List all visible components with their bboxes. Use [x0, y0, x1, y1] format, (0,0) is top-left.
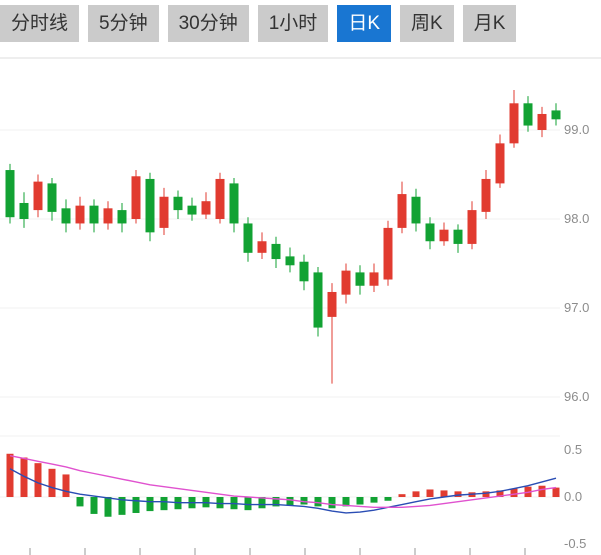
macd-bar — [454, 491, 462, 497]
macd-bar — [370, 497, 378, 503]
macd-tick-label: 0.5 — [564, 442, 582, 457]
macd-bar — [384, 497, 392, 501]
macd-bar — [412, 491, 420, 497]
candle-body — [173, 196, 183, 211]
macd-bar — [76, 497, 84, 507]
macd-bar — [244, 497, 252, 511]
candle-body — [355, 272, 365, 286]
macd-bar — [216, 497, 224, 509]
candle-body — [439, 229, 449, 242]
candle-body — [369, 272, 379, 286]
macd-bar — [90, 497, 98, 514]
x-axis-ticks — [29, 548, 526, 555]
candle-body — [509, 103, 519, 144]
macd-bar — [538, 485, 546, 497]
candle-body — [117, 210, 127, 224]
macd-bar — [6, 453, 14, 497]
macd-bar — [496, 490, 504, 497]
macd-bar — [272, 497, 280, 507]
candle-body — [537, 113, 547, 130]
candle-body — [313, 272, 323, 328]
price-tick-label: 96.0 — [564, 389, 589, 404]
macd-bar — [34, 463, 42, 497]
tab-weekly-k[interactable]: 周K — [400, 5, 454, 42]
candle-body — [383, 227, 393, 280]
candle-body — [299, 261, 309, 282]
price-axis-labels: 99.0 98.0 97.0 96.0 — [564, 122, 589, 404]
macd-bar — [552, 487, 560, 497]
candle-body — [327, 291, 337, 317]
macd-bar — [160, 497, 168, 511]
tab-30min[interactable]: 30分钟 — [167, 5, 249, 42]
candles — [5, 89, 561, 384]
macd-bar — [398, 494, 406, 497]
macd-bar — [426, 489, 434, 497]
candle-body — [103, 208, 113, 224]
tab-monthly-k[interactable]: 月K — [462, 5, 517, 42]
tab-daily-k[interactable]: 日K — [337, 5, 391, 42]
macd-bar — [132, 497, 140, 513]
candle-body — [243, 223, 253, 253]
macd-bar — [48, 468, 56, 497]
candle-body — [201, 201, 211, 215]
price-tick-label: 99.0 — [564, 122, 589, 137]
macd-bar — [20, 457, 28, 497]
macd-tick-label: -0.5 — [564, 536, 586, 551]
candle-body — [425, 223, 435, 242]
macd-bar — [482, 491, 490, 497]
macd-bar — [342, 497, 350, 507]
candle-body — [271, 243, 281, 260]
candle-body — [397, 194, 407, 228]
tab-timeshare[interactable]: 分时线 — [0, 5, 80, 42]
candle-body — [33, 181, 43, 211]
candle-body — [453, 229, 463, 244]
macd-bar — [104, 497, 112, 517]
macd-bar — [510, 488, 518, 497]
timeframe-tabbar: 分时线 5分钟 30分钟 1小时 日K 周K 月K — [0, 5, 601, 42]
macd-bar — [300, 497, 308, 505]
candle-body — [215, 178, 225, 219]
macd-bar — [286, 497, 294, 506]
candle-body — [257, 241, 267, 253]
candle-body — [285, 256, 295, 266]
macd-bar — [258, 497, 266, 509]
candle-body — [481, 178, 491, 212]
candle-body — [229, 183, 239, 224]
candle-body — [159, 196, 169, 228]
candle-body — [75, 205, 85, 224]
macd-bar — [440, 490, 448, 497]
dea-line — [9, 454, 557, 509]
candle-body — [187, 205, 197, 215]
dif-line — [9, 468, 557, 514]
candle-body — [411, 196, 421, 224]
candle-body — [89, 205, 99, 224]
macd-axis-labels: 0.5 0.0 -0.5 — [564, 442, 586, 551]
macd-bar — [328, 497, 336, 509]
tab-1hour[interactable]: 1小时 — [257, 5, 329, 42]
price-gridlines — [0, 129, 560, 398]
macd-bar — [356, 497, 364, 505]
macd-bar — [314, 497, 322, 507]
candle-body — [145, 178, 155, 233]
price-tick-label: 97.0 — [564, 300, 589, 315]
macd-bar — [118, 497, 126, 515]
candle-body — [551, 110, 561, 120]
candle-body — [495, 143, 505, 184]
tab-5min[interactable]: 5分钟 — [88, 5, 159, 42]
candle-body — [47, 183, 57, 212]
macd-bar — [146, 497, 154, 512]
candle-body — [5, 170, 15, 218]
macd-bar — [62, 474, 70, 497]
macd-tick-label: 0.0 — [564, 489, 582, 504]
price-tick-label: 98.0 — [564, 211, 589, 226]
candle-body — [523, 103, 533, 126]
candle-body — [341, 270, 351, 295]
macd-histogram — [6, 453, 560, 517]
candle-body — [467, 210, 477, 244]
candle-body — [19, 202, 29, 219]
candle-body — [131, 176, 141, 219]
candle-body — [61, 208, 71, 224]
